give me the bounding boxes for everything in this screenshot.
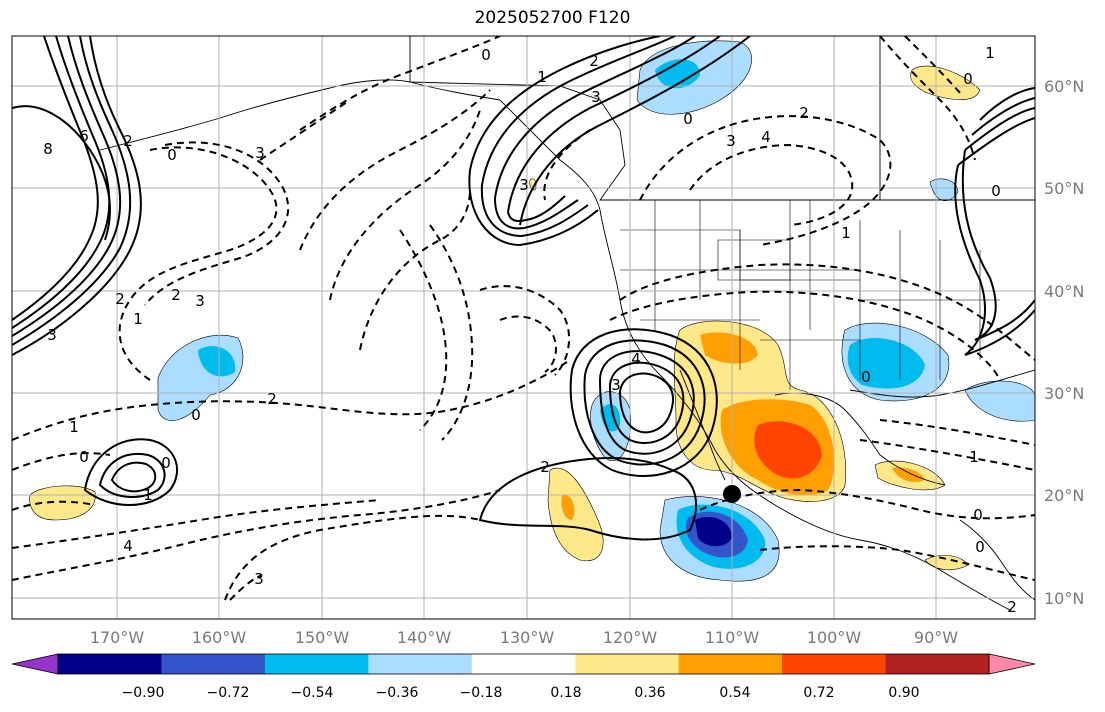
contour-label: 1	[969, 448, 979, 466]
contour-label: 1	[133, 310, 143, 328]
contour-label: 3	[254, 570, 264, 588]
lon-label: 160°W	[192, 628, 247, 647]
dashed-contours	[12, 36, 1035, 601]
solid-contours	[12, 36, 1035, 541]
colorbar-max-extension	[988, 653, 1036, 675]
lon-label: 100°W	[807, 628, 862, 647]
contour-label: 1	[69, 418, 79, 436]
contour-label: 0	[683, 110, 693, 128]
colorbar-segment	[885, 654, 990, 674]
map-title: 2025052700 F120	[474, 8, 631, 28]
contour-label: 2	[589, 52, 599, 70]
contour-label: 2	[123, 132, 133, 150]
contour-label: 1	[985, 44, 995, 62]
colorbar-segment	[782, 654, 887, 674]
colorbar-tick: 0.36	[634, 685, 665, 701]
latitude-axis: 60°N 50°N 40°N 30°N 20°N 10°N	[1044, 77, 1084, 608]
colorbar-segment	[58, 654, 162, 674]
contour-label: 0	[481, 46, 491, 64]
longitude-axis: 170°W 160°W 150°W 140°W 130°W 120°W 110°…	[90, 628, 958, 647]
contour-label: 2	[799, 104, 809, 122]
contour-label: 2	[171, 286, 181, 304]
contour-label: 2	[267, 390, 277, 408]
contour-label: 0	[191, 406, 201, 424]
contour-label: 8	[43, 140, 53, 158]
colorbar-tick: 0.72	[803, 685, 834, 701]
contour-label: 3	[726, 132, 736, 150]
lat-label: 40°N	[1044, 282, 1084, 301]
contour-label: 3	[611, 376, 621, 394]
colorbar-tick: −0.72	[207, 685, 250, 701]
colorbar-segment	[264, 654, 369, 674]
colorbar-tick: −0.18	[460, 685, 503, 701]
colorbar-segment	[368, 654, 473, 674]
lat-label: 30°N	[1044, 384, 1084, 403]
colorbar-tick: −0.90	[122, 685, 165, 701]
colorbar-tick: 0.18	[550, 685, 581, 701]
colorbar-frame	[57, 653, 990, 675]
colorbar-tick: 0.54	[719, 685, 750, 701]
colorbar-tick: 0.90	[888, 685, 919, 701]
colorbar-segment	[471, 654, 576, 674]
contour-label: 0	[963, 70, 973, 88]
colorbar-tick: −0.54	[291, 685, 334, 701]
contour-label: 2	[540, 458, 550, 476]
colorbar: −0.90 −0.72 −0.54 −0.36 −0.18 0.18 0.36 …	[11, 653, 1036, 701]
gridlines	[12, 36, 1035, 619]
contour-label: 6	[79, 127, 89, 145]
contour-label: 3	[255, 144, 265, 162]
contour-label: 2	[115, 290, 125, 308]
lon-label: 130°W	[500, 628, 555, 647]
contour-labels: 0 2 3 1 0 3 4 2 3 8 6 2 0 3 2 1 3 2 0 2 …	[43, 44, 1017, 616]
contour-label: 4	[631, 350, 641, 368]
contour-label: 0	[167, 146, 177, 164]
contour-label: 3	[591, 88, 601, 106]
lat-label: 50°N	[1044, 179, 1084, 198]
contour-label: 1	[143, 486, 153, 504]
colorbar-min-extension	[11, 653, 59, 675]
lat-label: 10°N	[1044, 589, 1084, 608]
lon-label: 120°W	[603, 628, 658, 647]
lon-label: 140°W	[397, 628, 452, 647]
contour-label: 1	[841, 224, 851, 242]
contour-label: 0	[973, 506, 983, 524]
lon-label: 150°W	[295, 628, 350, 647]
storm-center-dot	[723, 485, 741, 503]
positive-anomaly-fills	[29, 65, 981, 570]
contour-label: 4	[123, 537, 133, 555]
colorbar-segment	[678, 654, 783, 674]
lon-label: 170°W	[90, 628, 145, 647]
map-frame	[11, 35, 1036, 620]
colorbar-segment	[161, 654, 266, 674]
contour-label: 2	[1007, 598, 1017, 616]
contour-label: 0	[991, 182, 1001, 200]
contour-label: 0	[161, 454, 171, 472]
contour-label: 0	[79, 448, 89, 466]
contour-label: 0	[975, 538, 985, 556]
contour-label: 0	[861, 368, 871, 386]
colorbar-segment	[575, 654, 680, 674]
contour-label: 1	[537, 68, 547, 86]
colorbar-tick: −0.36	[376, 685, 419, 701]
contour-label: 4	[761, 128, 771, 146]
contour-label: 3	[47, 326, 57, 344]
contour-label: 3	[519, 176, 529, 194]
contour-label: 3	[195, 292, 205, 310]
lon-label: 110°W	[705, 628, 760, 647]
lon-label: 90°W	[914, 628, 958, 647]
lat-label: 60°N	[1044, 77, 1084, 96]
lat-label: 20°N	[1044, 486, 1084, 505]
